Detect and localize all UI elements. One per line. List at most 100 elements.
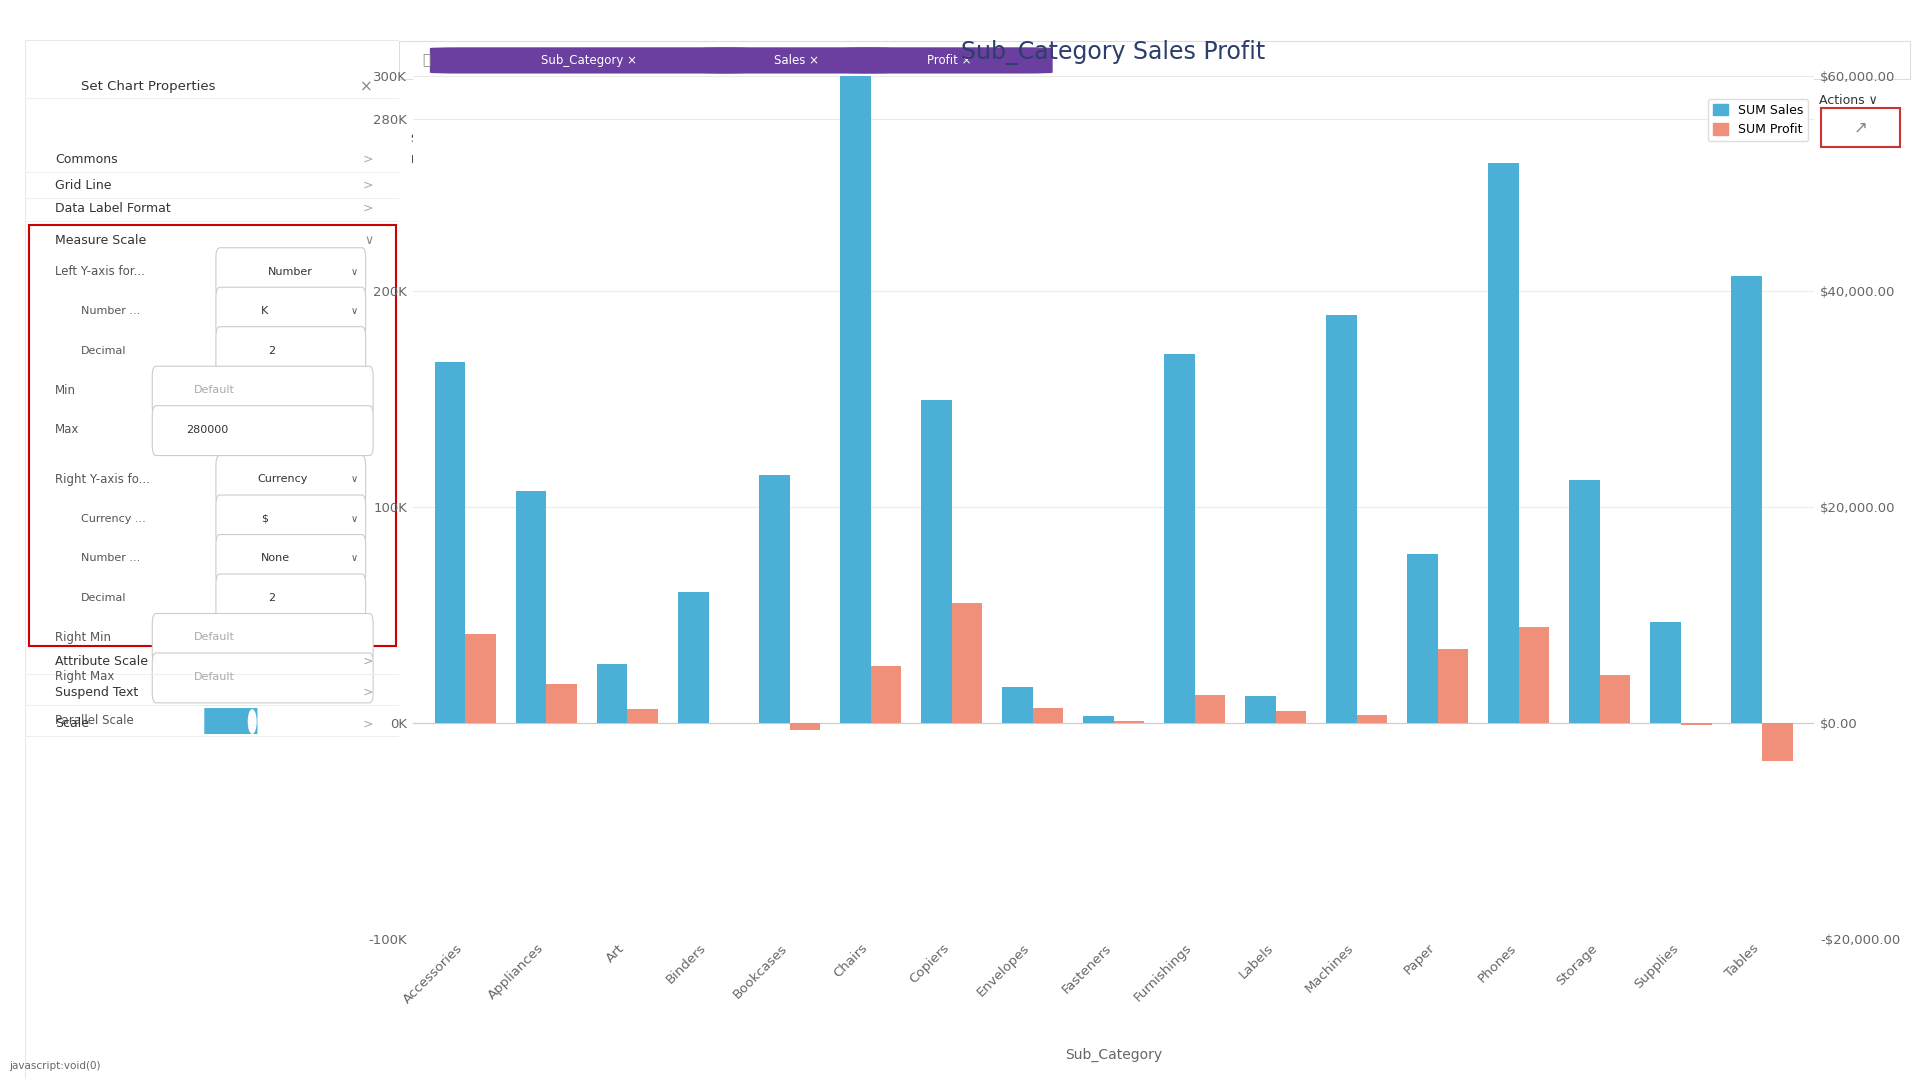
Text: Measure Scale: Measure Scale [56, 234, 146, 247]
Text: Profit ×: Profit × [927, 54, 972, 67]
Bar [1713, 88, 1736, 113]
Text: 2: 2 [269, 592, 275, 603]
Text: Actions ∨: Actions ∨ [1818, 94, 1878, 108]
Bar [1649, 623, 1680, 723]
Text: Number ...: Number ... [81, 554, 140, 563]
FancyBboxPatch shape [215, 287, 365, 337]
Text: Right Max: Right Max [56, 670, 115, 683]
FancyBboxPatch shape [152, 653, 372, 702]
Bar [1275, 711, 1306, 723]
Text: ∨: ∨ [351, 267, 357, 276]
FancyBboxPatch shape [701, 47, 891, 73]
Bar [1357, 715, 1388, 723]
Text: 280000: 280000 [186, 424, 228, 435]
Bar [1327, 315, 1357, 723]
Bar [952, 603, 983, 723]
Text: Attribute Scale: Attribute Scale [56, 655, 148, 668]
Text: Set Chart Properties: Set Chart Properties [81, 80, 215, 93]
Text: None: None [261, 554, 290, 563]
FancyBboxPatch shape [215, 455, 365, 505]
Text: Scale: Scale [56, 718, 88, 730]
FancyBboxPatch shape [845, 47, 1052, 73]
Bar [1488, 163, 1519, 723]
Text: ≡  FOCUS: ≡ FOCUS [42, 13, 123, 27]
Text: Decimal: Decimal [81, 345, 127, 356]
Text: Commons: Commons [56, 153, 117, 166]
Bar [628, 709, 659, 723]
Text: K: K [261, 306, 269, 316]
Bar [465, 634, 495, 723]
Text: Default: Default [194, 385, 234, 395]
Text: Left Y-axis for...: Left Y-axis for... [56, 265, 144, 278]
Bar [1599, 675, 1630, 723]
Text: Default: Default [194, 672, 234, 682]
Bar [434, 361, 465, 723]
Text: javascript:void(0): javascript:void(0) [10, 1061, 102, 1070]
FancyBboxPatch shape [430, 47, 747, 73]
Text: Min: Min [56, 384, 77, 397]
Bar [1559, 88, 1582, 113]
Legend: SUM Sales, SUM Profit: SUM Sales, SUM Profit [1707, 99, 1809, 141]
Bar [678, 592, 708, 723]
Text: Currency: Currency [257, 475, 307, 484]
Bar [1680, 723, 1711, 725]
Bar [1033, 708, 1064, 723]
Circle shape [248, 709, 257, 734]
Bar [29, 224, 396, 645]
Bar [1002, 687, 1033, 723]
Text: Suspend Text: Suspend Text [56, 686, 138, 699]
Title: Sub_Category Sales Profit: Sub_Category Sales Profit [962, 40, 1265, 65]
Bar [1763, 723, 1793, 761]
Text: Number ...: Number ... [81, 306, 140, 316]
FancyBboxPatch shape [204, 708, 257, 734]
Bar [1569, 480, 1599, 723]
Text: Parallel Scale: Parallel Scale [56, 714, 134, 727]
FancyBboxPatch shape [215, 574, 365, 624]
Bar [1114, 721, 1144, 723]
Bar [870, 666, 900, 723]
Bar [1244, 696, 1275, 723]
Text: Right Y-axis fo...: Right Y-axis fo... [56, 473, 150, 486]
Bar [1407, 554, 1438, 723]
Text: ∨: ∨ [351, 475, 357, 484]
Text: 2: 2 [269, 345, 275, 356]
X-axis label: Sub_Category: Sub_Category [1066, 1048, 1162, 1062]
Text: Currency ...: Currency ... [81, 514, 146, 524]
Text: Profit(SUM) ∨: Profit(SUM) ∨ [411, 154, 486, 165]
FancyBboxPatch shape [215, 327, 365, 377]
Text: >: > [363, 153, 372, 166]
Text: >: > [363, 655, 372, 668]
Text: Decimal: Decimal [81, 592, 127, 603]
Text: Max: Max [56, 423, 79, 436]
FancyBboxPatch shape [152, 614, 372, 664]
Bar [1732, 276, 1763, 723]
Bar [1519, 627, 1549, 723]
Bar [1164, 354, 1194, 723]
Text: >: > [363, 686, 372, 699]
Text: ∨: ∨ [351, 554, 357, 563]
Text: ∨: ∨ [351, 306, 357, 316]
Bar [1682, 88, 1705, 113]
Text: ∨: ∨ [365, 234, 372, 247]
Bar [1651, 88, 1674, 113]
Bar [516, 491, 547, 723]
Text: >: > [363, 718, 372, 730]
Text: Data Label Format: Data Label Format [56, 202, 171, 215]
Text: Default: Default [194, 632, 234, 642]
Bar [1194, 695, 1225, 723]
Text: Number: Number [269, 267, 313, 276]
Bar [789, 723, 820, 730]
Bar [1083, 716, 1114, 723]
Text: >: > [363, 179, 372, 192]
Text: Sub_Category ×: Sub_Category × [541, 54, 637, 67]
FancyBboxPatch shape [215, 534, 365, 585]
Bar [597, 665, 628, 723]
FancyBboxPatch shape [215, 495, 365, 545]
Text: ⌕: ⌕ [422, 54, 430, 67]
Text: Sales(SUM) ∨: Sales(SUM) ∨ [411, 134, 486, 144]
Text: Help    DataFocus ▼: Help DataFocus ▼ [1740, 13, 1862, 27]
Bar [758, 475, 789, 723]
FancyBboxPatch shape [152, 366, 372, 416]
Text: ∨: ∨ [351, 514, 357, 524]
Bar [547, 684, 578, 723]
